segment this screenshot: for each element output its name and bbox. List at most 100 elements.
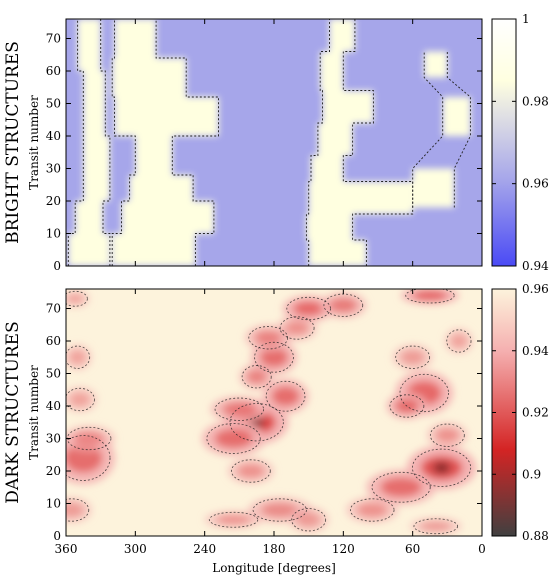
heatmap-cell	[135, 136, 173, 175]
bright-contours	[67, 19, 471, 266]
colorbar-tick-label: 0.88	[522, 529, 549, 543]
heatmap-cell	[308, 240, 367, 266]
heatmap-blob	[450, 333, 468, 349]
heatmap-cell	[68, 233, 110, 266]
y-tick-label: 70	[46, 32, 61, 46]
y-tick-label: 20	[46, 464, 61, 478]
contour-line	[254, 341, 294, 373]
bright-panel-title: BRIGHT STRUCTURES	[3, 41, 23, 244]
heatmap-blob	[356, 502, 388, 518]
contour-line	[389, 394, 425, 418]
y-tick-label: 40	[46, 399, 61, 413]
colorbar-tick-label: 0.94	[522, 259, 549, 273]
y-tick-label: 30	[46, 432, 61, 446]
contour-line	[67, 19, 84, 266]
contour-line	[371, 471, 431, 503]
contour-line	[412, 448, 472, 487]
heatmap-blob	[400, 349, 425, 365]
contour-line	[413, 518, 459, 535]
contour-line	[252, 498, 307, 522]
x-tick-label: 0	[478, 542, 486, 556]
x-tick-label: 360	[55, 542, 78, 556]
heatmap-cell	[77, 19, 101, 71]
contour-line	[241, 365, 272, 389]
heatmap-blob	[293, 301, 325, 316]
heatmap-blob	[66, 502, 84, 518]
dark-y-axis-label: Transit number	[27, 365, 41, 460]
bright-heatmap-area	[66, 19, 482, 266]
contour-line	[279, 316, 315, 340]
heatmap-cell	[121, 201, 214, 234]
heatmap-blob	[435, 427, 460, 443]
contour-line	[229, 403, 284, 442]
contour-line	[111, 19, 136, 266]
heatmap-blob	[214, 428, 253, 449]
heatmap-blob	[380, 477, 422, 497]
bright-colorbar: 0.94 0.96 0.98 1	[491, 12, 549, 273]
contour-line	[395, 345, 431, 369]
heatmap-cell	[129, 175, 194, 201]
colorbar-tick-label: 0.96	[522, 177, 549, 191]
heatmap-cell	[329, 19, 355, 52]
y-tick-label: 50	[46, 97, 61, 111]
y-tick-label: 10	[46, 227, 61, 241]
contour-line	[412, 51, 444, 208]
heatmap-cell	[83, 136, 110, 201]
heatmap-cell	[112, 233, 196, 266]
heatmap-cell	[114, 19, 157, 58]
heatmap-blob	[246, 369, 268, 385]
dark-heatmap-area	[66, 289, 482, 536]
heatmap-cell	[412, 168, 455, 208]
y-tick-label: 10	[46, 497, 61, 511]
contour-line	[66, 387, 95, 412]
colorbar-tick-label: 0.9	[522, 467, 541, 481]
colorbar-tick-label: 0.96	[522, 282, 549, 296]
dark-axes: 0 10 20 30 40 50 60 70 360 300 240 180 120 60 0	[46, 289, 486, 556]
heatmap-blob	[284, 320, 310, 336]
heatmap-blob	[420, 521, 452, 532]
heatmap-cell	[112, 58, 187, 97]
contour-line	[66, 290, 88, 307]
heatmap-blob	[271, 386, 300, 406]
contour-line	[405, 289, 455, 304]
colorbar-tick-label: 0.98	[522, 94, 549, 108]
colorbar-gradient	[491, 18, 517, 267]
heatmap-cell	[320, 51, 344, 91]
contour-line	[399, 373, 449, 413]
y-tick-label: 70	[46, 302, 61, 316]
y-tick-label: 0	[53, 259, 61, 273]
contour-line	[66, 498, 90, 522]
contour-line	[349, 498, 395, 522]
contour-line	[265, 380, 306, 412]
heatmap-cell	[75, 201, 103, 234]
y-tick-label: 40	[46, 129, 61, 143]
x-axis-label: Longitude [degrees]	[212, 561, 336, 575]
y-tick-label: 60	[46, 334, 61, 348]
x-tick-label: 240	[193, 542, 216, 556]
heatmap-blob-core	[433, 462, 450, 474]
heatmap-cell	[424, 51, 448, 78]
x-tick-label: 120	[332, 542, 355, 556]
heatmap-cell	[317, 123, 353, 156]
contour-line	[155, 19, 219, 266]
contour-line	[248, 326, 289, 350]
x-tick-label: 180	[263, 542, 286, 556]
heatmap-cell	[322, 90, 374, 123]
contour-line	[208, 511, 259, 528]
heatmap-blob	[260, 347, 288, 367]
contour-line	[342, 19, 414, 266]
heatmap-cell	[306, 214, 353, 240]
contour-line	[66, 435, 111, 481]
y-tick-label: 60	[46, 64, 61, 78]
heatmap-blob	[216, 514, 251, 525]
contour-line	[206, 423, 261, 454]
dark-structures-panel: DARK STRUCTURES Transit number 0 10 20 30 40…	[3, 282, 549, 575]
contour-line	[305, 19, 330, 266]
heatmap-blob	[237, 463, 265, 479]
heatmap-cell	[308, 181, 413, 214]
heatmap-blob	[296, 512, 321, 528]
heatmap-blob	[73, 431, 105, 446]
y-tick-label: 50	[46, 367, 61, 381]
dark-colorbar: 0.88 0.9 0.92 0.94 0.96	[491, 282, 549, 543]
